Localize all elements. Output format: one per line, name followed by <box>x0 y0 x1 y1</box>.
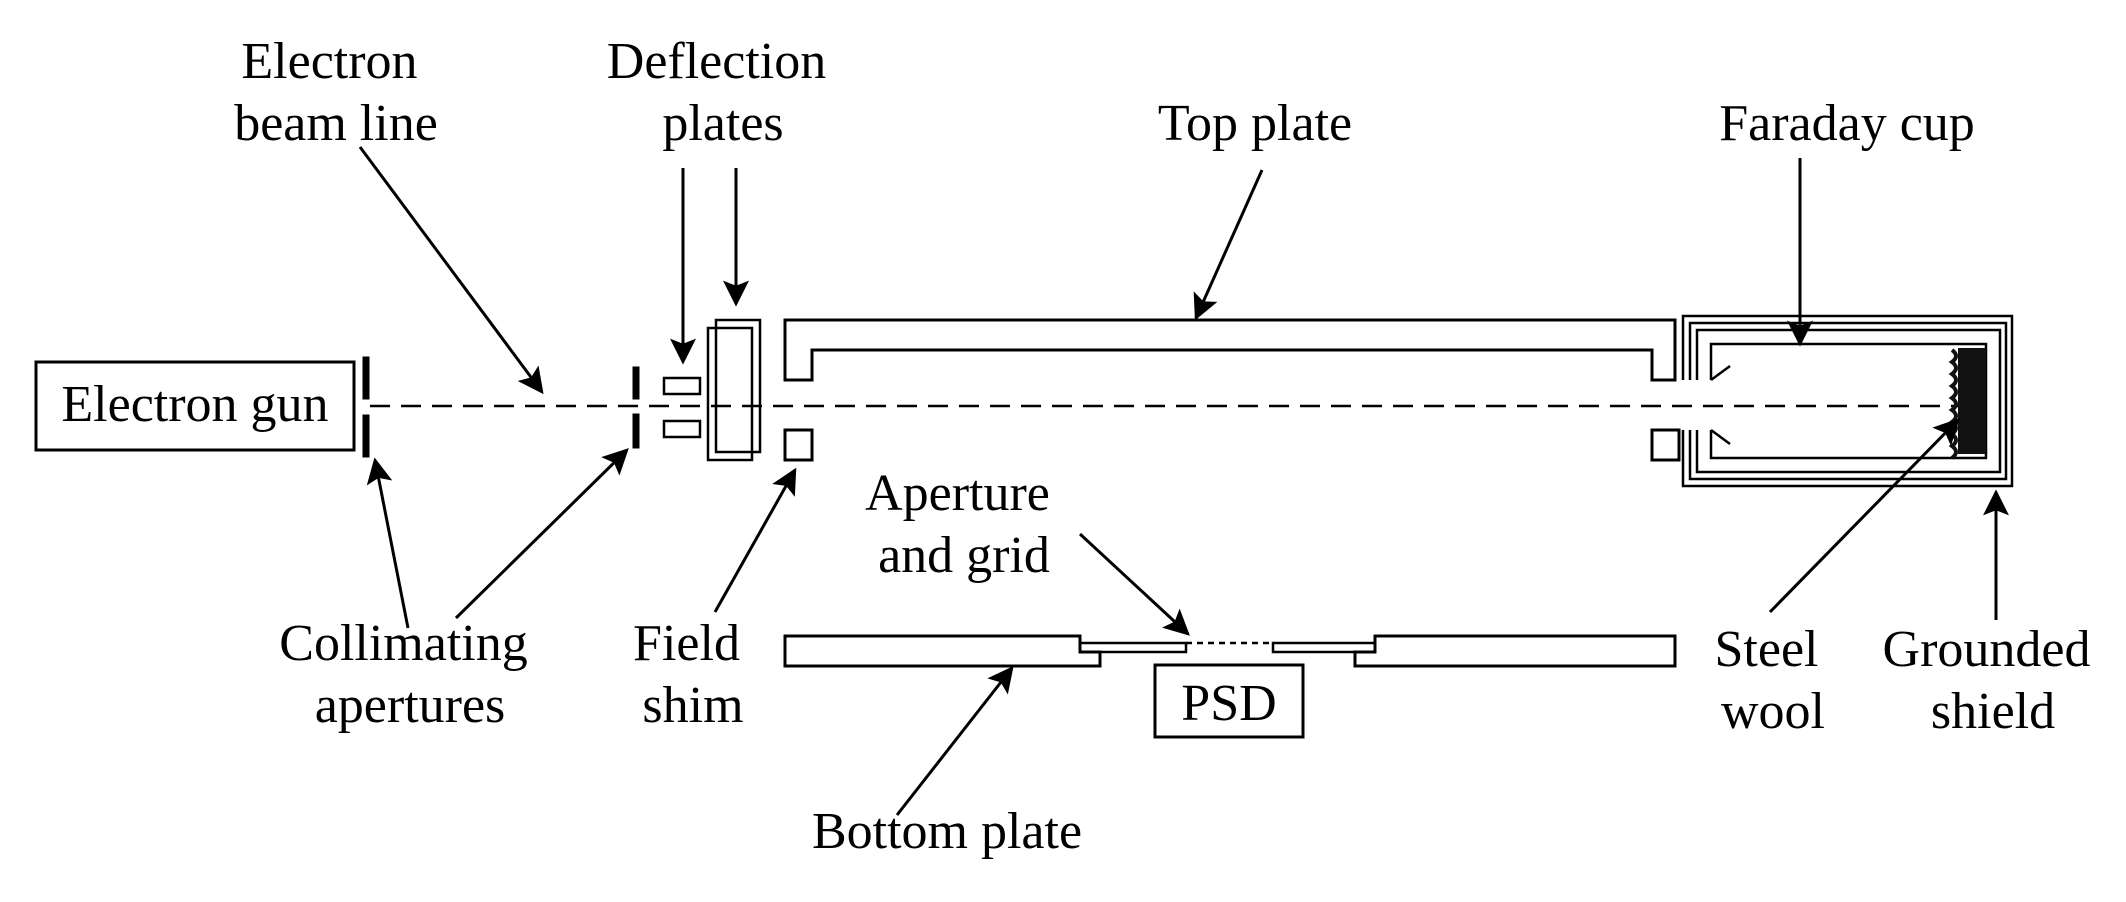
label-deflection-plates: Deflection plates <box>607 33 839 152</box>
collimating-aperture-2 <box>632 366 640 449</box>
field-shim-right <box>1650 428 1681 462</box>
arrow-bottom-plate <box>895 665 1014 816</box>
electron-gun-label: Electron gun <box>61 376 328 433</box>
arrow-field-shim <box>713 467 797 613</box>
psd-label: PSD <box>1181 675 1276 732</box>
label-steel-wool: Steel wool <box>1715 621 1832 740</box>
label-bottom-plate: Bottom plate <box>812 803 1082 860</box>
top-plate <box>783 318 1677 382</box>
field-shim-left <box>783 428 814 462</box>
label-grounded-shield: Grounded shield <box>1883 621 2104 740</box>
label-top-plate: Top plate <box>1158 95 1352 152</box>
label-electron-beam-line: Electron beam line <box>234 33 438 152</box>
arrow-aperture-and-grid <box>1078 532 1190 636</box>
deflection-plates <box>662 318 762 462</box>
electron-gun: Electron gun <box>34 360 356 452</box>
bottom-plate <box>783 634 1677 668</box>
arrow-top-plate <box>1193 169 1264 321</box>
steel-wool <box>1948 348 1986 460</box>
arrow-electron-beam-line <box>358 146 544 395</box>
label-faraday-cup: Faraday cup <box>1719 95 1975 152</box>
grounded-shield <box>1681 314 2014 488</box>
psd: PSD <box>1153 663 1305 739</box>
collimating-aperture-1 <box>362 356 370 458</box>
arrow-collimating-aperture-1 <box>366 457 410 629</box>
arrow-collimating-aperture-2 <box>454 448 629 620</box>
label-aperture-and-grid: Aperture and grid <box>865 465 1063 584</box>
arrow-steel-wool <box>1768 418 1960 614</box>
aperture-and-grid <box>1078 641 1377 654</box>
label-field-shim: Field shim <box>633 615 753 734</box>
label-collimating-apertures: Collimating apertures <box>279 615 540 734</box>
